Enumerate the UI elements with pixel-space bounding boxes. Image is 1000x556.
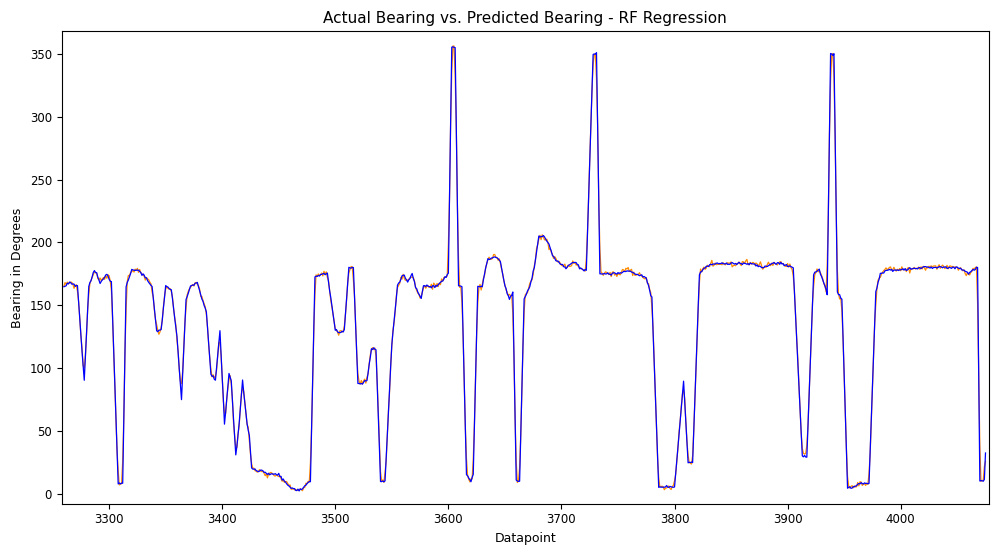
Y-axis label: Bearing in Degrees: Bearing in Degrees xyxy=(11,207,24,327)
Predicted xyxy=(979,458,991,465)
Predicted xyxy=(58,283,70,290)
Line: Actual: Actual xyxy=(64,47,985,491)
Actual xyxy=(765,261,777,267)
Actual xyxy=(58,284,70,290)
Predicted xyxy=(163,286,175,292)
Predicted xyxy=(615,269,627,275)
Actual xyxy=(293,488,305,494)
Predicted xyxy=(296,488,308,494)
Actual xyxy=(182,290,194,296)
Line: Predicted: Predicted xyxy=(64,46,985,491)
Predicted xyxy=(182,288,194,295)
Actual xyxy=(615,270,627,276)
Actual xyxy=(537,232,549,239)
Predicted xyxy=(447,43,459,49)
Actual xyxy=(447,43,459,50)
Predicted xyxy=(244,451,256,458)
Actual xyxy=(979,450,991,456)
Actual xyxy=(163,285,175,292)
X-axis label: Datapoint: Datapoint xyxy=(494,532,556,545)
Title: Actual Bearing vs. Predicted Bearing - RF Regression: Actual Bearing vs. Predicted Bearing - R… xyxy=(323,11,727,26)
Predicted xyxy=(765,262,777,269)
Actual xyxy=(244,449,256,455)
Predicted xyxy=(537,234,549,240)
